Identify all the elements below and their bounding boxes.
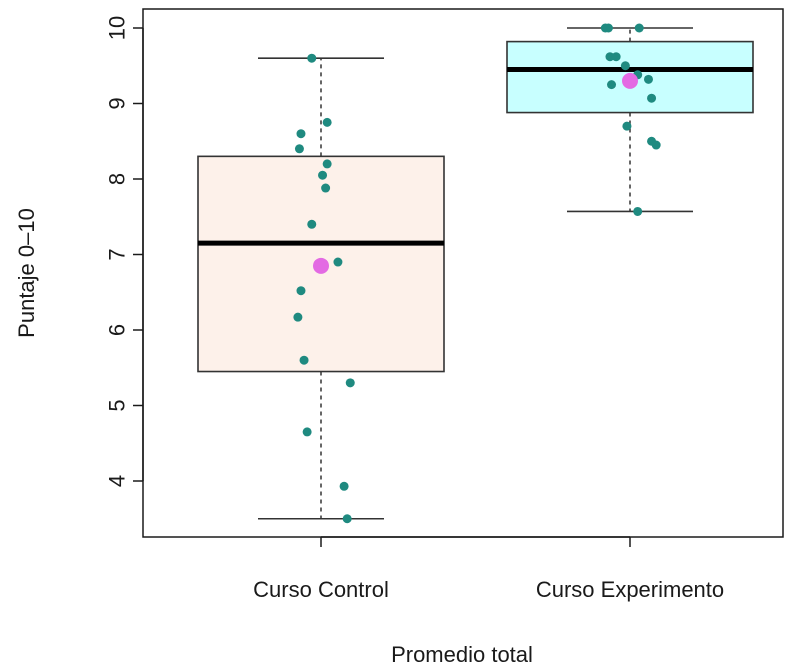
y-tick-label: 9 — [105, 97, 130, 109]
data-point — [622, 121, 632, 131]
points-layer — [293, 23, 661, 524]
data-point — [634, 23, 644, 33]
x-tick-label: Curso Control — [253, 577, 389, 602]
data-point — [607, 80, 617, 90]
data-point — [603, 23, 613, 33]
data-point — [296, 286, 306, 296]
data-point — [307, 53, 317, 63]
data-point — [339, 481, 349, 491]
data-point — [633, 206, 643, 216]
data-point — [651, 140, 661, 150]
data-point — [605, 52, 615, 62]
data-point — [322, 117, 332, 127]
data-point — [307, 219, 317, 229]
data-point — [296, 129, 306, 139]
y-axis: 4 5 6 7 8 9 10 — [105, 16, 144, 487]
y-tick-label: 6 — [105, 324, 130, 336]
y-tick-label: 5 — [105, 399, 130, 411]
y-tick-label: 8 — [105, 173, 130, 185]
boxes-layer — [197, 27, 754, 520]
x-axis-title: Promedio total — [391, 642, 533, 667]
x-tick-label: Curso Experimento — [536, 577, 724, 602]
x-axis: Curso Control Curso Experimento — [253, 536, 724, 602]
y-tick-label: 4 — [105, 475, 130, 487]
data-point — [318, 170, 328, 180]
data-point — [342, 514, 352, 524]
data-point — [321, 183, 331, 193]
data-point — [299, 355, 309, 365]
data-point — [322, 159, 332, 169]
data-point — [294, 144, 304, 154]
mean-marker — [622, 72, 638, 89]
y-tick-label: 7 — [105, 248, 130, 260]
y-axis-title: Puntaje 0–10 — [14, 208, 39, 338]
data-point — [293, 312, 303, 322]
mean-marker — [313, 257, 329, 274]
data-point — [345, 378, 355, 388]
data-point — [643, 74, 653, 84]
data-point — [647, 93, 657, 103]
y-tick-label: 10 — [105, 16, 130, 40]
data-point — [611, 52, 621, 62]
data-point — [620, 61, 630, 71]
data-point — [333, 257, 343, 267]
data-point — [302, 427, 312, 437]
